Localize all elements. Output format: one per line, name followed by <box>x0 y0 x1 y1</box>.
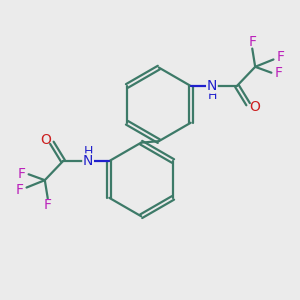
Text: F: F <box>277 50 285 64</box>
Text: F: F <box>248 35 256 49</box>
Text: O: O <box>40 133 51 147</box>
Text: F: F <box>44 198 52 212</box>
Text: H: H <box>84 145 93 158</box>
Text: F: F <box>275 66 283 80</box>
Text: O: O <box>249 100 260 114</box>
Text: N: N <box>83 154 93 168</box>
Text: F: F <box>15 183 23 197</box>
Text: N: N <box>207 79 217 93</box>
Text: H: H <box>208 89 217 102</box>
Text: F: F <box>17 167 25 181</box>
